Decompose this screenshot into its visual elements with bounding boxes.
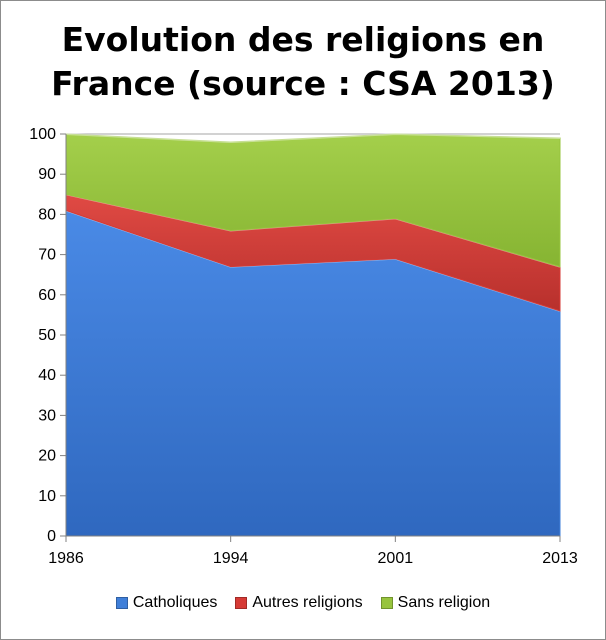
area-chart: 0 10 20 30 40 50 60 70 80 90 100 1986 1994 2001 2013 — [29, 126, 578, 567]
y-tick-label-60: 60 — [38, 287, 56, 304]
x-tick-label-1986: 1986 — [48, 550, 84, 567]
x-tick-label-2013: 2013 — [542, 550, 578, 567]
chart-title-line-2: France (source : CSA 2013) — [51, 64, 555, 103]
chart-title: Evolution des religions en France (sourc… — [0, 18, 606, 106]
y-tick-label-80: 80 — [38, 206, 56, 223]
y-tick-label-30: 30 — [38, 407, 56, 424]
legend-label-sans-religion: Sans religion — [397, 594, 491, 611]
y-tick-label-90: 90 — [38, 166, 56, 183]
area-sans-religion — [65, 133, 561, 268]
legend-swatch-autres-religions — [235, 597, 248, 609]
area-edge-sans-religion — [65, 132, 561, 144]
y-tick-label-10: 10 — [38, 488, 56, 505]
tick-labels: 0 10 20 30 40 50 60 70 80 90 100 1986 1994 2001 2013 — [29, 126, 578, 567]
x-tick-label-2001: 2001 — [378, 550, 414, 567]
legend-swatch-catholiques — [115, 597, 128, 609]
axes — [60, 133, 561, 542]
y-tick-label-50: 50 — [38, 327, 56, 344]
legend-item-autres-religions: Autres religions — [235, 594, 363, 612]
area-series — [65, 132, 561, 537]
legend-label-autres-religions: Autres religions — [252, 594, 363, 611]
x-tick-label-1994: 1994 — [213, 550, 249, 567]
y-tick-label-70: 70 — [38, 247, 56, 264]
legend-label-catholiques: Catholiques — [132, 594, 218, 611]
y-tick-label-0: 0 — [47, 528, 56, 545]
y-tick-label-100: 100 — [29, 126, 56, 143]
legend-item-sans-religion: Sans religion — [380, 594, 491, 612]
y-tick-label-20: 20 — [38, 448, 56, 465]
chart-title-line-1: Evolution des religions en — [61, 20, 545, 59]
legend: Catholiques Autres religions Sans religi… — [0, 594, 606, 612]
legend-item-catholiques: Catholiques — [115, 594, 218, 612]
legend-swatch-sans-religion — [380, 597, 393, 609]
y-tick-label-40: 40 — [38, 367, 56, 384]
